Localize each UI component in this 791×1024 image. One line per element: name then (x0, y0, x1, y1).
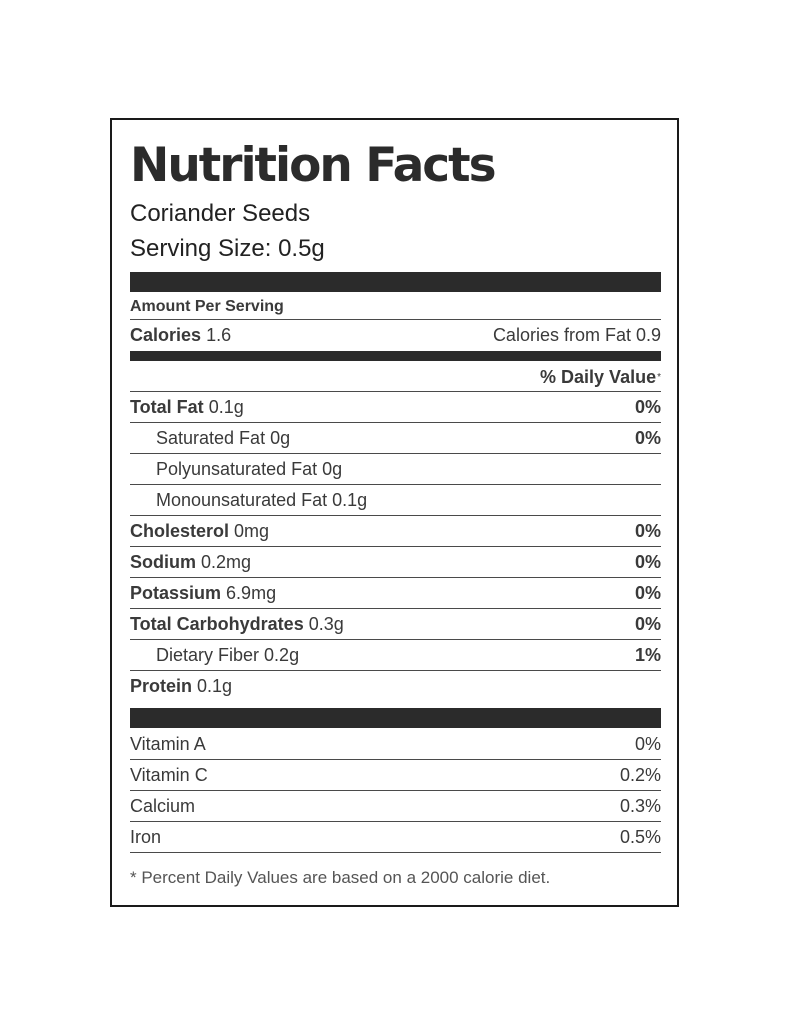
nutrient-label: Dietary Fiber (156, 644, 260, 665)
nutrient-amount: 0.3g (308, 613, 344, 634)
nutrient-label: Sodium (130, 551, 196, 572)
nutrient-label: Monounsaturated Fat (156, 489, 328, 510)
calories-value: 1.6 (206, 324, 232, 345)
nutrient-name: Dietary Fiber 0.2g (130, 645, 299, 666)
nutrient-amount: 0g (270, 427, 291, 448)
nutrient-amount: 0.1g (197, 676, 233, 696)
nutrient-name: Potassium 6.9mg (130, 583, 276, 604)
nutrient-label: Potassium (130, 582, 222, 603)
thick-divider-top (130, 272, 661, 292)
nutrient-amount: 0.1g (208, 396, 244, 417)
nutrient-daily-value: 0% (634, 520, 661, 541)
nutrient-label: Saturated Fat (156, 427, 266, 448)
nutrient-daily-value: 0% (634, 582, 661, 603)
vitamin-row: Calcium 0.3% (130, 791, 661, 822)
vitamin-row: Vitamin C 0.2% (130, 760, 661, 791)
vitamin-name: Vitamin C (130, 764, 208, 785)
footnote: * Percent Daily Values are based on a 20… (130, 868, 551, 887)
nutrient-daily-value: 0% (634, 551, 661, 572)
label-title: Nutrition Facts (130, 138, 497, 193)
daily-value-asterisk: * (657, 371, 661, 383)
vitamin-name: Vitamin A (130, 733, 206, 754)
nutrient-amount: 0g (322, 458, 343, 479)
nutrient-row: Cholesterol 0mg 0% (130, 516, 661, 547)
vitamin-row: Vitamin A 0% (130, 729, 661, 760)
nutrient-name: Total Carbohydrates 0.3g (130, 614, 344, 635)
thick-divider-bottom (130, 708, 661, 728)
nutrient-row: Total Fat 0.1g 0% (130, 392, 661, 423)
nutrient-row: Protein 0.1g (130, 671, 661, 702)
vitamin-daily-value: 0.3% (619, 795, 661, 816)
nutrient-label: Protein (130, 676, 193, 696)
calories-from-fat: Calories from Fat 0.9 (492, 324, 661, 345)
food-name: Coriander Seeds (130, 200, 311, 227)
nutrient-label: Total Carbohydrates (130, 613, 304, 634)
nutrient-row: Sodium 0.2mg 0% (130, 547, 661, 578)
nutrient-name: Total Fat 0.1g (130, 397, 244, 418)
nutrient-amount: 0.2mg (201, 551, 252, 572)
nutrient-amount: 0.2g (264, 644, 300, 665)
serving-size: Serving Size: 0.5g (130, 235, 325, 262)
nutrient-row: Dietary Fiber 0.2g 1% (130, 640, 661, 671)
nutrient-daily-value: 0% (634, 396, 661, 417)
nutrient-label: Total Fat (130, 396, 204, 417)
nutrient-amount: 6.9mg (226, 582, 277, 603)
vitamin-daily-value: 0% (634, 733, 661, 754)
calories-row: Calories 1.6 Calories from Fat 0.9 (130, 320, 661, 350)
amount-per-serving: Amount Per Serving (130, 295, 661, 320)
nutrient-name: Monounsaturated Fat 0.1g (130, 490, 367, 511)
vitamin-row: Iron 0.5% (130, 822, 661, 853)
nutrient-row: Potassium 6.9mg 0% (130, 578, 661, 609)
vitamin-daily-value: 0.2% (619, 764, 661, 785)
daily-value-header-text: % Daily Value (540, 366, 657, 387)
vitamin-name: Iron (130, 826, 162, 847)
nutrient-daily-value: 0% (634, 427, 661, 448)
nutrient-row: Monounsaturated Fat 0.1g (130, 485, 661, 516)
nutrient-row: Saturated Fat 0g 0% (130, 423, 661, 454)
medium-divider (130, 351, 661, 361)
nutrient-name: Saturated Fat 0g (130, 428, 290, 449)
vitamin-daily-value: 0.5% (619, 826, 661, 847)
nutrient-row: Total Carbohydrates 0.3g 0% (130, 609, 661, 640)
calories-label: Calories (130, 324, 202, 345)
nutrient-name: Polyunsaturated Fat 0g (130, 459, 342, 480)
nutrient-label: Cholesterol (130, 520, 230, 541)
nutrient-amount: 0mg (234, 520, 270, 541)
nutrient-amount: 0.1g (332, 489, 368, 510)
nutrient-row: Polyunsaturated Fat 0g (130, 454, 661, 485)
label-content: Nutrition Facts Coriander Seeds Serving … (130, 120, 661, 905)
nutrient-daily-value: 0% (634, 613, 661, 634)
calories-label-group: Calories 1.6 (130, 325, 231, 346)
nutrient-name: Cholesterol 0mg (130, 521, 269, 542)
nutrient-name: Protein 0.1g (130, 676, 232, 697)
nutrient-name: Sodium 0.2mg (130, 552, 251, 573)
nutrient-daily-value: 1% (634, 644, 661, 665)
nutrition-label: Nutrition Facts Coriander Seeds Serving … (110, 118, 679, 907)
vitamin-name: Calcium (130, 795, 196, 816)
divider-line (130, 391, 661, 392)
daily-value-header: % Daily Value * (540, 363, 661, 391)
nutrient-label: Polyunsaturated Fat (156, 458, 318, 479)
